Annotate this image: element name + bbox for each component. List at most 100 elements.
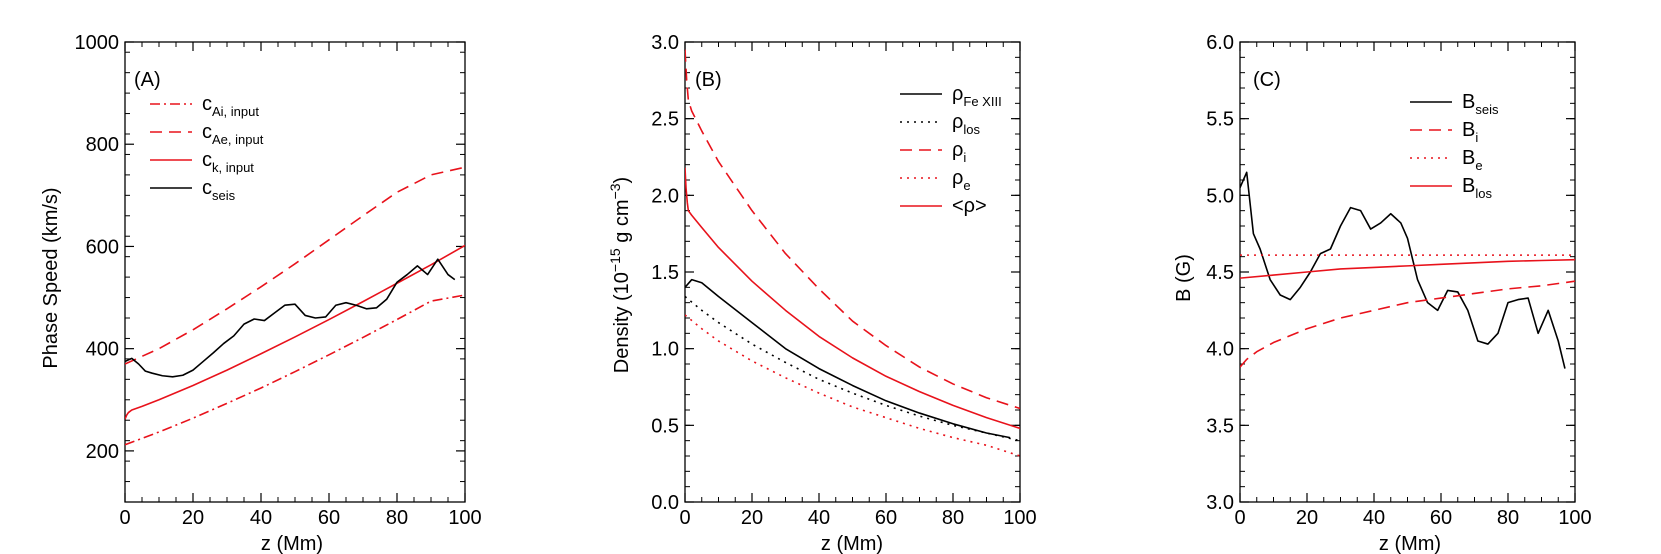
panel-b-y-tick-label: 0.0 [651,492,679,514]
legend-main: ρ [952,83,963,105]
panel-b-y-label-sup: −15 [607,248,623,272]
panel-b-x-tick-label: 60 [875,507,897,529]
panel-c-y-tick-label: 3.0 [1206,492,1234,514]
panel-c-y-tick-label: 3.5 [1206,415,1234,437]
panel-a-x-tick-label: 60 [318,507,340,529]
panel-c-x-tick-label: 100 [1558,507,1591,529]
panel-b-series-mean-line [685,167,1020,430]
panel-b-legend-label: ρi [952,139,966,165]
panel-c-series-group [1240,171,1575,369]
legend-sub: Ai, input [212,104,259,119]
panel-a-y-tick-label: 400 [86,339,119,361]
panel-b-x-tick-label: 80 [942,507,964,529]
panel-c-legend-label: Bseis [1462,91,1499,117]
panel-a-x-tick-label: 80 [386,507,408,529]
panel-c-frame [1239,41,1576,503]
panel-c: 0 20 40 60 80 1003.03.54.04.55.05.56.0BseisBi… [1173,32,1592,554]
panel-c-x-tick-label: 40 [1363,507,1385,529]
legend-sub: los [963,122,980,137]
panel-a-x-tick-label: 40 [250,507,272,529]
panel-b-y-label-main: Density (10 [611,272,633,373]
panel-b-y-tick-label: 1.0 [651,339,679,361]
legend-sub: seis [212,188,236,203]
panel-b-x-tick-label: 20 [741,507,763,529]
panel-c-x-tick-label: 80 [1497,507,1519,529]
legend-main: c [202,121,212,143]
legend-main: ρ [952,139,963,161]
panel-a-legend-label: cAe, input [202,121,264,147]
panel-c-legend-label: Bi [1462,119,1478,145]
panel-b-frame [684,41,1021,503]
panel-c-legend-label: Be [1462,147,1483,173]
panel-a-legend-label: cseis [202,177,236,203]
panel-b-x-tick-label: 100 [1003,507,1036,529]
panel-b-y-label-mid: g cm [611,199,633,248]
legend-main: ρ [952,111,963,133]
legend-sub: k, input [212,160,254,175]
legend-sub: seis [1475,102,1499,117]
panel-a-series-ae-input-line [125,166,465,365]
legend-main: B [1462,147,1475,169]
panel-b-legend-label: ρFe XIII [952,83,1002,109]
panel-c-label: (C) [1253,69,1281,91]
panel-a-y-tick-label: 600 [86,236,119,258]
panel-a-series-group [125,166,465,446]
panel-b-y-axis-label: Density (10−15 g cm−3) [607,177,633,373]
panel-a-x-tick-label: 20 [182,507,204,529]
legend-sub: Fe XIII [963,94,1001,109]
legend-main: c [202,149,212,171]
panel-a-y-tick-label: 200 [86,441,119,463]
panel-c-y-tick-label: 5.0 [1206,185,1234,207]
panel-b-y-label-sup2: −3 [607,183,623,199]
panel-a-y-tick-label: 1000 [75,32,120,54]
panel-c-y-tick-label: 4.0 [1206,339,1234,361]
legend-main: ρ [952,167,963,189]
panel-c-x-tick-label: 60 [1430,507,1452,529]
panel-b-y-tick-label: 0.5 [651,415,679,437]
panel-b-y-tick-label: 3.0 [651,32,679,54]
panel-c-series-seis-line [1240,171,1566,369]
legend-main: B [1462,119,1475,141]
panel-c-y-tick-label: 6.0 [1206,32,1234,54]
panel-c-series-i-line [1240,280,1575,368]
panel-b-legend-label: ρe [952,167,971,193]
panel-a-y-tick-label: 800 [86,134,119,156]
panel-c-x-axis-label: z (Mm) [1379,533,1441,554]
panel-b-x-tick-label: 40 [808,507,830,529]
panel-b-label: (B) [695,69,722,91]
panel-c-x-tick-label: 20 [1296,507,1318,529]
panel-b-y-tick-label: 1.5 [651,262,679,284]
panel-a-x-tick-label: 100 [448,507,481,529]
panel-b-y-tick-label: 2.0 [651,185,679,207]
panel-b-series-fe-xiii-line [685,278,1011,439]
panel-a-series-seis-line [125,258,456,378]
panel-a-x-axis-label: z (Mm) [261,533,323,554]
legend-main: c [202,177,212,199]
legend-sub: e [1475,158,1482,173]
legend-main: c [202,93,212,115]
panel-b-x-axis-label: z (Mm) [821,533,883,554]
panel-b-legend-label: <ρ> [952,195,987,217]
panel-c-y-tick-label: 5.5 [1206,109,1234,131]
panel-a-series-k-input-line [125,244,465,420]
panel-b-series-group [685,49,1020,457]
legend-main: B [1462,91,1475,113]
panel-c-x-tick-label: 0 [1234,507,1245,529]
legend-sub: e [963,178,970,193]
legend-sub: i [1475,130,1478,145]
legend-sub: Ae, input [212,132,264,147]
panel-a-series-ai-input-line [125,294,465,446]
panel-a-frame [124,41,466,503]
panel-b-y-label-end: ) [611,177,633,184]
panel-c-series-los-line [1240,258,1575,279]
legend-main: <ρ> [952,195,987,217]
panel-a-legend-label: ck, input [202,149,254,175]
panel-c-y-axis-label: B (G) [1173,254,1195,302]
